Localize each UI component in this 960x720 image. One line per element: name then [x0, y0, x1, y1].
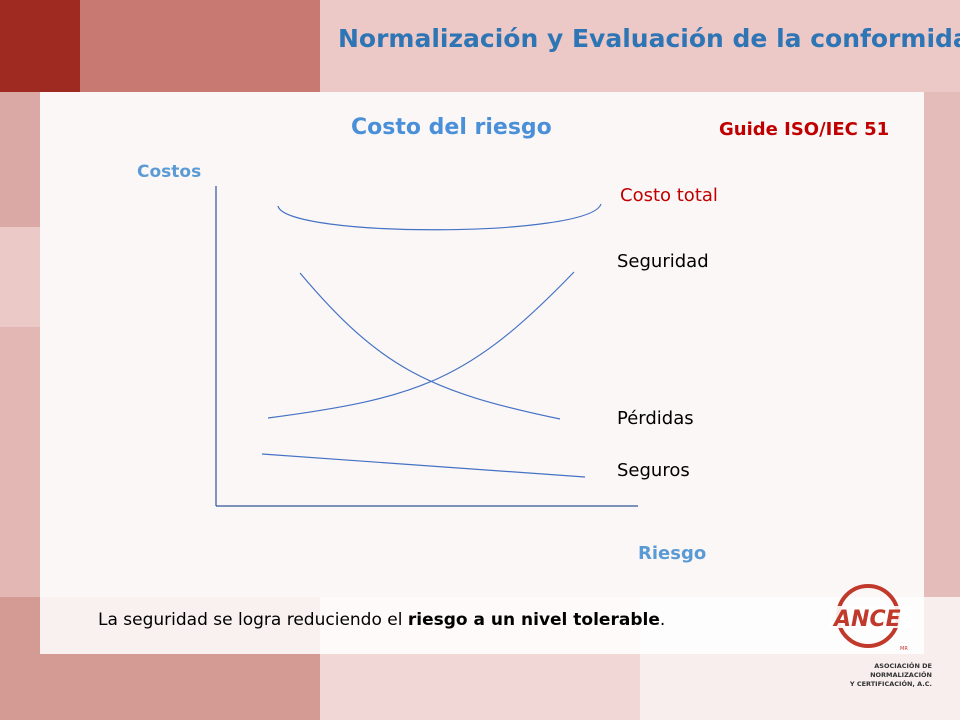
safety-curve [267, 271, 575, 419]
footer-text-start: La seguridad se logra reduciendo el [98, 610, 408, 630]
total-cost-curve [277, 203, 602, 231]
footer-statement: La seguridad se logra reduciendo el ries… [98, 610, 665, 630]
y-axis-label: Costos [137, 162, 202, 182]
footer-text-end: . [659, 610, 666, 630]
reference-label: Guide ISO/IEC 51 [719, 119, 890, 140]
logo-caption: ASOCIACIÓN DE NORMALIZACIÓN Y CERTIFICAC… [812, 662, 932, 689]
logo-mark: MR [900, 646, 908, 652]
logo-caption-line1: ASOCIACIÓN DE NORMALIZACIÓN [870, 662, 932, 679]
content-panel [40, 92, 924, 654]
logo-wordmark: ANCE [832, 607, 901, 632]
safety-label: Seguridad [617, 251, 709, 272]
bg-tile-dark-red [0, 0, 80, 92]
bg-tile-left-1 [0, 92, 40, 227]
bg-tile-light [320, 0, 960, 92]
insurance-label: Seguros [617, 460, 690, 481]
footer-text-bold: riesgo a un nivel tolerable [407, 610, 660, 630]
bg-tile-left-2 [0, 227, 40, 327]
bg-tile-mid-red [80, 0, 320, 92]
diagram-subtitle: Costo del riesgo [351, 115, 552, 140]
bg-tile-left-3 [0, 327, 40, 597]
slide-title: Normalización y Evaluación de la conform… [338, 24, 960, 53]
losses-curve [299, 272, 561, 420]
insurance-curve [261, 453, 586, 478]
logo-caption-line2: Y CERTIFICACIÓN, A.C. [849, 680, 932, 688]
bg-tile-right [924, 92, 960, 597]
x-axis-label: Riesgo [638, 543, 707, 564]
ance-logo-icon: ANCE MR [830, 584, 912, 652]
losses-label: Pérdidas [617, 408, 694, 429]
total-cost-label: Costo total [620, 185, 718, 206]
